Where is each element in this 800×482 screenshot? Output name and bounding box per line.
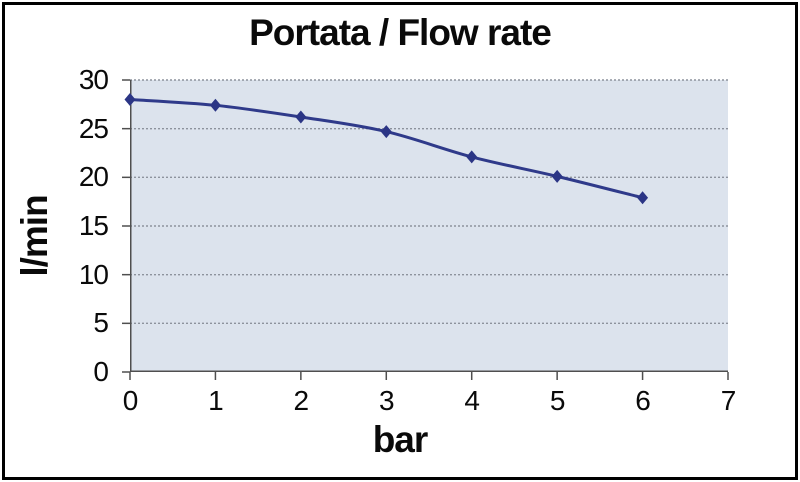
x-tick-label: 6 bbox=[635, 385, 651, 416]
x-tick-label: 1 bbox=[208, 385, 224, 416]
y-tick-label: 15 bbox=[78, 210, 109, 241]
x-axis-title: bar bbox=[372, 419, 429, 460]
data-point-marker bbox=[466, 150, 478, 164]
data-point-marker bbox=[637, 191, 649, 205]
x-tick-label: 2 bbox=[293, 385, 310, 416]
y-tick-label: 0 bbox=[93, 356, 109, 387]
x-tick-label: 7 bbox=[720, 385, 737, 416]
plot-background bbox=[130, 80, 728, 372]
line-chart bbox=[122, 79, 729, 380]
x-tick-label: 0 bbox=[122, 385, 139, 416]
y-tick-label: 5 bbox=[93, 307, 109, 339]
x-tick-label: 4 bbox=[464, 385, 480, 416]
data-point-marker bbox=[295, 110, 307, 124]
y-tick-label: 10 bbox=[78, 258, 109, 290]
x-tick-label: 5 bbox=[549, 385, 566, 416]
data-point-marker bbox=[380, 125, 392, 139]
y-tick-label: 30 bbox=[78, 64, 109, 95]
data-point-marker bbox=[209, 98, 221, 112]
y-tick-label: 20 bbox=[78, 161, 109, 193]
chart-title: Portata / Flow rate bbox=[249, 12, 552, 53]
y-tick-label: 25 bbox=[78, 112, 109, 144]
x-tick-label: 3 bbox=[378, 385, 395, 416]
data-point-marker bbox=[124, 92, 136, 106]
plot-area bbox=[122, 79, 729, 380]
data-point-marker bbox=[551, 169, 563, 183]
